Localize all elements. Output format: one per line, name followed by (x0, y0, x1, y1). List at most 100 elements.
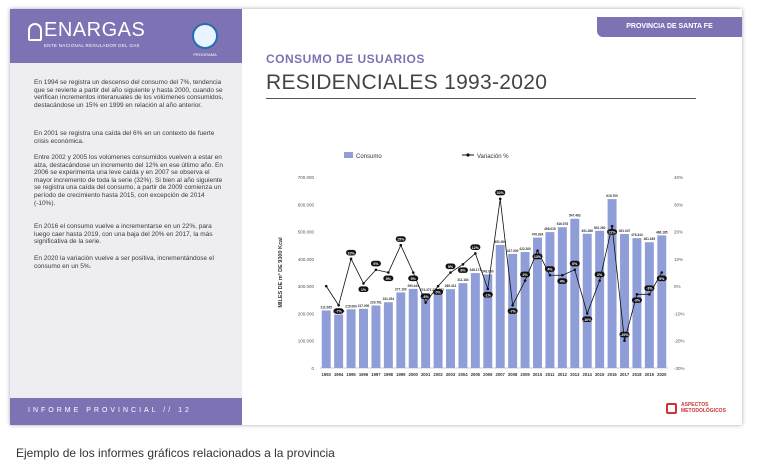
variation-point-1995 (349, 257, 353, 261)
methodology-label: ASPECTOS METODOLÓGICOS (681, 402, 726, 414)
variation-point-2011 (548, 273, 552, 277)
variation-label-pill (607, 229, 618, 235)
variation-label: 2% (597, 273, 603, 277)
variation-point-2006 (486, 287, 490, 291)
bar-value-label: 516.078 (557, 222, 569, 226)
variation-label-pill (333, 308, 344, 314)
x-tick-label: 1996 (359, 372, 369, 377)
bar-2018 (632, 238, 642, 368)
bar-value-label: 290.444 (407, 284, 419, 288)
x-tick-label: 2005 (471, 372, 481, 377)
variation-label: 2% (522, 273, 528, 277)
variation-point-2000 (411, 271, 415, 274)
x-tick-label: 2018 (632, 372, 642, 377)
variation-label-pill (569, 260, 580, 267)
y-tick-label: 500.000 (298, 230, 315, 235)
bar-2004 (458, 283, 468, 368)
variation-point-2008 (511, 303, 514, 307)
variation-label-pill (557, 278, 568, 284)
x-tick-label: 2001 (421, 372, 431, 377)
emblem-caption: PROGRAMA (193, 52, 217, 57)
x-tick-label: 2012 (558, 372, 568, 377)
sidebar-paragraph: En 2020 la variación vuelve a ser positi… (34, 255, 214, 270)
y2-tick-label: 20% (674, 230, 683, 235)
x-tick-label: 1997 (371, 372, 381, 377)
variation-label-pill (470, 244, 481, 250)
variation-point-2016 (610, 224, 614, 228)
sidebar-footer: INFORME PROVINCIAL // 12 (10, 398, 242, 425)
bar-value-label: 498.015 (544, 227, 556, 231)
document-icon (666, 403, 677, 414)
y2-tick-label: 10% (674, 257, 683, 262)
x-tick-label: 2002 (433, 372, 443, 377)
variation-label-pill (495, 189, 506, 196)
title-divider (266, 98, 696, 99)
bar-value-label: 289.413 (445, 284, 457, 288)
sidebar-paragraph: Entre 2002 y 2005 los volúmenes consumid… (34, 154, 223, 207)
footer-text: INFORME PROVINCIAL // 12 (28, 407, 192, 414)
variation-label: -3% (646, 287, 653, 291)
variation-point-2010 (536, 249, 539, 252)
bar-1999 (396, 292, 406, 368)
variation-point-1999 (399, 243, 403, 247)
bar-1996 (359, 308, 368, 368)
x-tick-label: 1993 (322, 372, 332, 377)
bar-value-label: 229.761 (370, 301, 382, 305)
variation-label: -3% (634, 299, 641, 303)
variation-label-pill (594, 271, 605, 278)
bar-value-label: 215.000 (345, 304, 357, 308)
bar-2017 (620, 234, 629, 368)
variation-point-1996 (362, 282, 365, 285)
bar-2011 (545, 232, 555, 368)
variation-label-pill (370, 260, 381, 267)
bar-2012 (557, 227, 567, 368)
variation-point-2019 (648, 293, 651, 296)
variation-label-pill (644, 285, 655, 291)
x-tick-label: 1994 (334, 372, 344, 377)
variation-label-pill (482, 291, 493, 298)
bar-2009 (520, 252, 530, 368)
x-tick-label: 2013 (570, 372, 580, 377)
variation-point-2005 (474, 252, 477, 255)
variation-label-pill (582, 316, 593, 323)
variation-label-pill (445, 263, 456, 270)
y-tick-label: 100.000 (298, 339, 315, 344)
bar-2007 (495, 244, 505, 368)
bar-2006 (483, 274, 493, 368)
variation-label: 1% (361, 288, 367, 292)
bar-2010 (533, 237, 542, 368)
variation-label: -7% (335, 310, 342, 314)
bar-value-label: 274.372 (420, 288, 432, 292)
bar-value-label: 619.700 (606, 194, 618, 198)
report-page: ENARGAS ENTE NACIONAL REGULADOR DEL GAS … (10, 9, 742, 425)
variation-point-2014 (585, 312, 589, 315)
x-tick-label: 2020 (657, 372, 667, 377)
bar-2000 (408, 288, 418, 368)
bar-1995 (346, 309, 356, 368)
bar-1993 (321, 310, 331, 368)
y2-tick-label: 30% (674, 202, 683, 207)
bar-value-label: 461.185 (644, 237, 656, 241)
variation-label: 5% (411, 277, 417, 281)
variation-label: -10% (583, 318, 592, 322)
variation-label-pill (346, 249, 357, 256)
legend-marker-variacion (466, 153, 470, 157)
x-tick-label: 2011 (545, 372, 555, 377)
variation-label: 15% (397, 238, 405, 242)
variation-label-pill (433, 289, 444, 295)
x-tick-label: 2003 (446, 372, 456, 377)
variation-label: 32% (497, 191, 505, 195)
brand-header: ENARGAS ENTE NACIONAL REGULADOR DEL GAS … (10, 9, 242, 63)
x-tick-label: 2000 (409, 372, 419, 377)
variation-label: -20% (620, 333, 629, 337)
variation-label: 5% (386, 277, 392, 281)
variation-label-pill (631, 297, 642, 303)
variation-label: 6% (373, 262, 379, 266)
bar-value-label: 486.185 (656, 230, 668, 234)
variation-point-2002 (436, 284, 440, 288)
variation-point-2009 (523, 279, 527, 282)
bar-2014 (582, 233, 592, 368)
variation-point-2003 (449, 271, 452, 274)
bar-value-label: 476.824 (532, 233, 544, 237)
variation-point-2017 (623, 339, 626, 343)
